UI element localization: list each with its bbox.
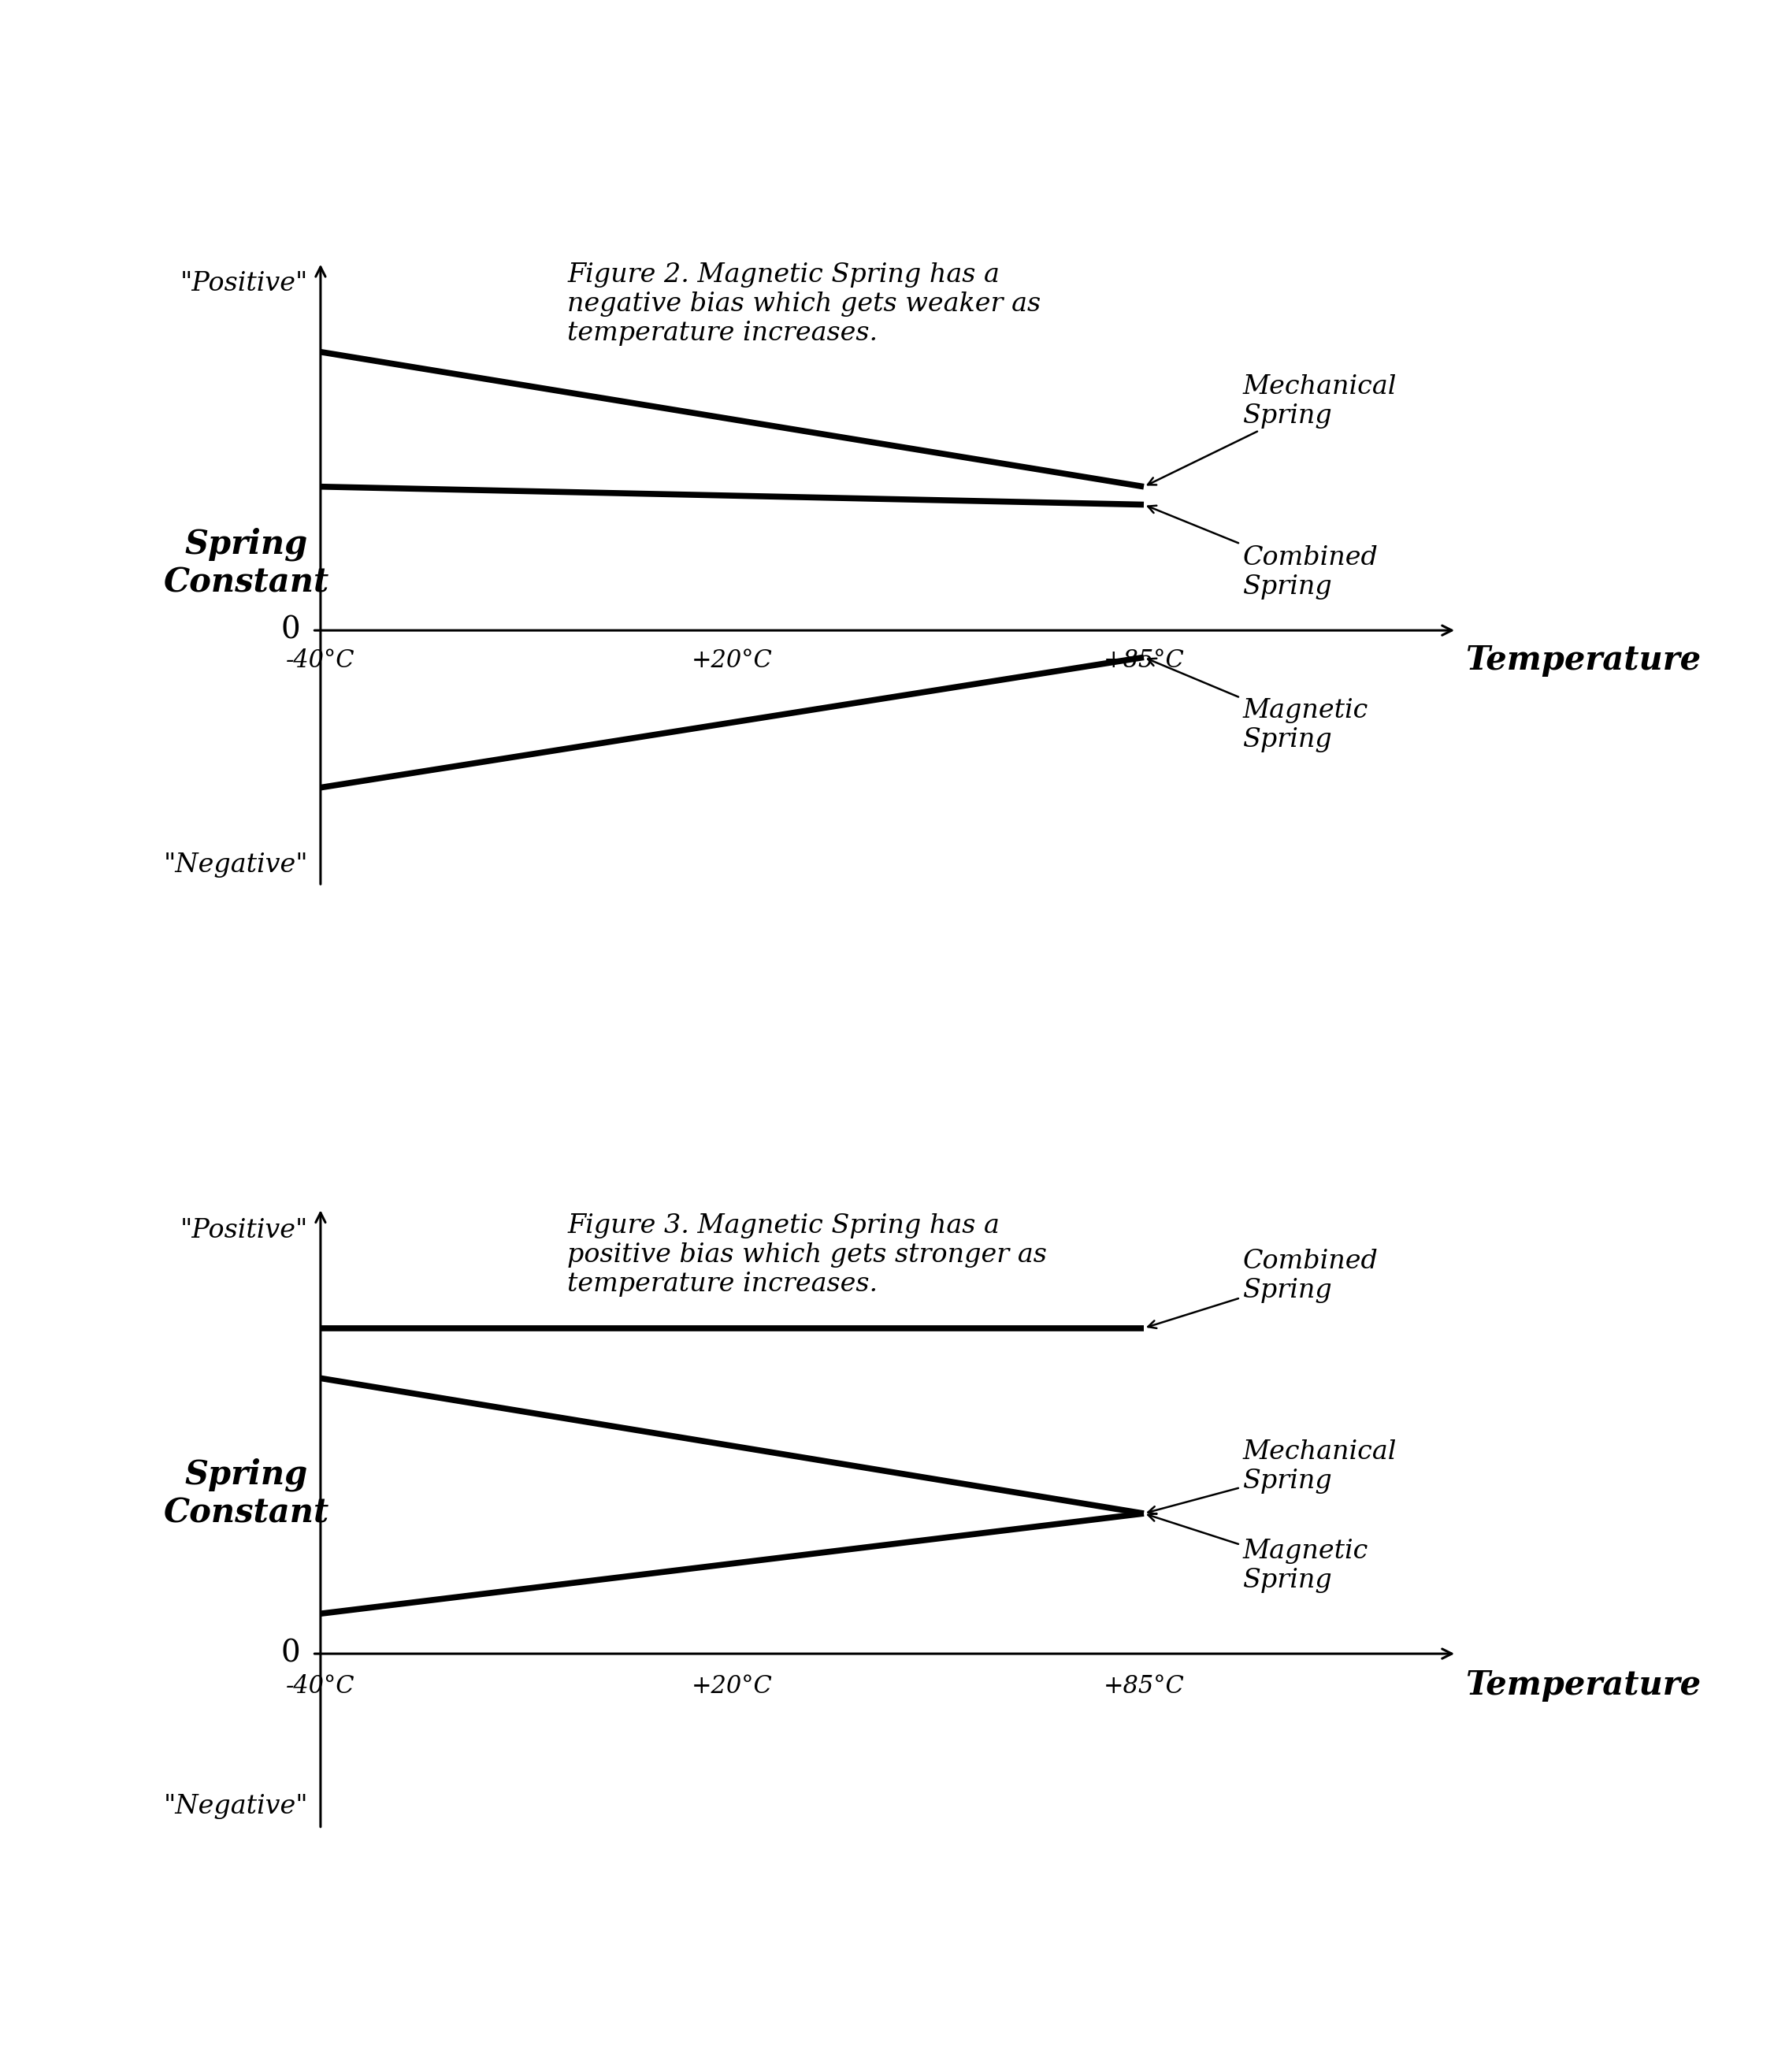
Text: Mechanical
Spring: Mechanical Spring bbox=[1148, 1440, 1396, 1515]
Text: -40°C: -40°C bbox=[286, 649, 355, 673]
Text: +20°C: +20°C bbox=[692, 1674, 773, 1699]
Text: 0: 0 bbox=[280, 615, 300, 644]
Text: 0: 0 bbox=[280, 1639, 300, 1668]
Text: Figure 2. Magnetic Spring has a
negative bias which gets weaker as
temperature i: Figure 2. Magnetic Spring has a negative… bbox=[568, 263, 1041, 346]
Text: Magnetic
Spring: Magnetic Spring bbox=[1148, 1513, 1368, 1593]
Text: +85°C: +85°C bbox=[1103, 1674, 1185, 1699]
Text: "Negative": "Negative" bbox=[163, 852, 309, 876]
Text: -40°C: -40°C bbox=[286, 1674, 355, 1699]
Text: Spring
Constant: Spring Constant bbox=[163, 1457, 330, 1529]
Text: +85°C: +85°C bbox=[1103, 649, 1185, 673]
Text: Mechanical
Spring: Mechanical Spring bbox=[1148, 373, 1396, 485]
Text: Spring
Constant: Spring Constant bbox=[163, 526, 330, 599]
Text: Combined
Spring: Combined Spring bbox=[1148, 1249, 1378, 1328]
Text: +20°C: +20°C bbox=[692, 649, 773, 673]
Text: Combined
Spring: Combined Spring bbox=[1148, 506, 1378, 599]
Text: Magnetic
Spring: Magnetic Spring bbox=[1148, 659, 1368, 752]
Text: "Positive": "Positive" bbox=[181, 1218, 309, 1243]
Text: Temperature: Temperature bbox=[1465, 644, 1701, 678]
Text: Figure 3. Magnetic Spring has a
positive bias which gets stronger as
temperature: Figure 3. Magnetic Spring has a positive… bbox=[568, 1212, 1047, 1297]
Text: Temperature: Temperature bbox=[1465, 1668, 1701, 1701]
Text: "Negative": "Negative" bbox=[163, 1794, 309, 1819]
Text: "Positive": "Positive" bbox=[181, 271, 309, 296]
